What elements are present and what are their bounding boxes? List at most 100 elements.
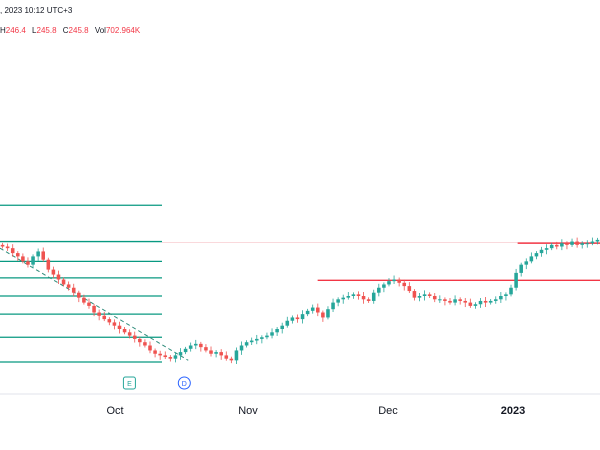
candle[interactable] <box>382 282 386 293</box>
candle[interactable] <box>87 298 91 309</box>
candle[interactable] <box>71 283 76 297</box>
candle[interactable] <box>549 242 554 251</box>
candle[interactable] <box>255 334 259 345</box>
candle[interactable] <box>199 341 203 352</box>
candle[interactable] <box>143 339 147 348</box>
candle[interactable] <box>107 317 112 326</box>
candle[interactable] <box>244 340 249 348</box>
candle[interactable] <box>290 315 295 324</box>
candle[interactable] <box>265 332 269 340</box>
candle[interactable] <box>514 268 518 291</box>
candle[interactable] <box>61 277 66 287</box>
candle[interactable] <box>544 244 549 255</box>
candle[interactable] <box>473 302 478 309</box>
candle[interactable] <box>46 257 51 273</box>
candle[interactable] <box>214 350 218 358</box>
candle[interactable] <box>41 247 45 262</box>
candle[interactable] <box>417 293 422 302</box>
candle[interactable] <box>371 289 376 304</box>
candle[interactable] <box>285 316 290 328</box>
candle[interactable] <box>173 352 178 363</box>
candle[interactable] <box>432 293 437 303</box>
candle[interactable] <box>580 241 584 249</box>
candle[interactable] <box>163 351 168 360</box>
candle[interactable] <box>321 310 325 322</box>
candle[interactable] <box>387 278 391 287</box>
candle[interactable] <box>51 266 56 279</box>
candle[interactable] <box>331 298 335 313</box>
candle[interactable] <box>21 253 25 264</box>
candle[interactable] <box>92 303 96 317</box>
candle[interactable] <box>16 251 20 261</box>
candle[interactable] <box>168 355 173 362</box>
candle[interactable] <box>239 341 244 355</box>
candle[interactable] <box>31 254 35 269</box>
candle[interactable] <box>36 248 40 261</box>
candle[interactable] <box>127 329 132 339</box>
candle[interactable] <box>209 346 213 357</box>
candle[interactable] <box>585 240 590 248</box>
candle[interactable] <box>132 331 137 343</box>
candle[interactable] <box>483 296 488 308</box>
candle[interactable] <box>560 239 564 251</box>
candle[interactable] <box>183 346 188 355</box>
candle[interactable] <box>82 294 86 305</box>
candle[interactable] <box>443 297 447 306</box>
candle[interactable] <box>0 242 5 249</box>
candle[interactable] <box>310 304 315 314</box>
candle[interactable] <box>10 244 15 257</box>
candle[interactable] <box>117 321 122 334</box>
candle[interactable] <box>224 351 229 361</box>
candle[interactable] <box>407 282 412 294</box>
candle[interactable] <box>529 252 534 264</box>
candle[interactable] <box>204 344 208 353</box>
candle[interactable] <box>575 237 579 248</box>
candle[interactable] <box>478 297 483 308</box>
candle[interactable] <box>66 281 71 291</box>
candle[interactable] <box>188 342 193 352</box>
candle[interactable] <box>148 341 152 354</box>
candle[interactable] <box>427 292 432 298</box>
dividend-marker[interactable]: D <box>177 376 191 390</box>
candle[interactable] <box>351 292 356 299</box>
candle[interactable] <box>102 311 107 322</box>
candle[interactable] <box>326 306 330 320</box>
candle[interactable] <box>26 257 30 268</box>
earnings-marker[interactable]: E <box>122 376 136 390</box>
candle[interactable] <box>234 347 239 364</box>
candle[interactable] <box>56 270 61 284</box>
candle[interactable] <box>275 327 279 336</box>
candle[interactable] <box>158 350 162 360</box>
dashed-trend-line[interactable] <box>0 247 189 361</box>
candle[interactable] <box>555 241 559 250</box>
candle[interactable] <box>463 297 468 308</box>
candle[interactable] <box>570 238 574 247</box>
candle[interactable] <box>341 294 345 304</box>
candle[interactable] <box>534 251 539 260</box>
candle[interactable] <box>280 322 284 334</box>
candle[interactable] <box>77 290 81 303</box>
candle[interactable] <box>219 349 223 360</box>
candle[interactable] <box>468 298 473 308</box>
candle[interactable] <box>153 348 157 358</box>
candle[interactable] <box>138 336 142 347</box>
candle[interactable] <box>422 290 427 301</box>
candle[interactable] <box>488 298 493 305</box>
candle[interactable] <box>412 289 417 301</box>
candle[interactable] <box>397 277 401 287</box>
candle[interactable] <box>458 297 462 305</box>
candle[interactable] <box>565 241 569 250</box>
candle[interactable] <box>300 310 305 324</box>
candle[interactable] <box>377 283 381 297</box>
candle[interactable] <box>448 297 452 305</box>
candle[interactable] <box>539 246 544 257</box>
candle[interactable] <box>260 335 264 344</box>
candle[interactable] <box>509 284 513 297</box>
candle[interactable] <box>178 348 183 360</box>
candle[interactable] <box>590 237 595 246</box>
candle[interactable] <box>122 327 127 335</box>
candle[interactable] <box>366 297 371 303</box>
candle[interactable] <box>453 295 457 306</box>
candle[interactable] <box>519 262 523 277</box>
